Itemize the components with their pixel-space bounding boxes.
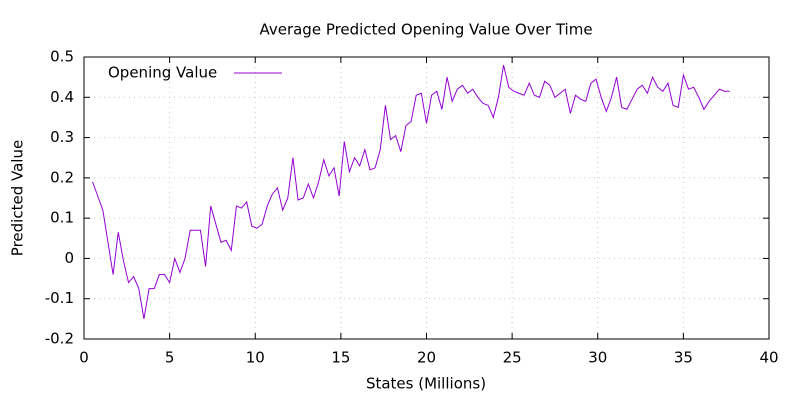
x-tick-label: 5 [165, 349, 175, 367]
y-tick-label: 0.5 [50, 48, 74, 66]
y-tick-label: 0.4 [50, 88, 74, 106]
y-axis-label: Predicted Value [9, 140, 27, 256]
chart-title: Average Predicted Opening Value Over Tim… [259, 21, 592, 39]
x-tick-label: 35 [674, 349, 693, 367]
x-tick-label: 40 [759, 349, 778, 367]
y-tick-label: 0.2 [50, 168, 74, 186]
x-tick-label: 15 [331, 349, 350, 367]
plot-frame [83, 56, 770, 340]
y-tick-label: -0.1 [45, 289, 74, 307]
y-tick-label: 0 [64, 249, 74, 267]
x-tick-label: 25 [503, 349, 522, 367]
y-tick-label: 0.3 [50, 128, 74, 146]
data-line [92, 64, 730, 319]
y-tick-label: 0.1 [50, 209, 74, 227]
x-tick-label: 20 [417, 349, 436, 367]
y-tick-label: -0.2 [45, 330, 74, 348]
x-tick-label: 30 [588, 349, 607, 367]
x-tick-label: 0 [79, 349, 89, 367]
x-axis-label: States (Millions) [366, 375, 486, 393]
x-tick-label: 10 [246, 349, 265, 367]
legend-label: Opening Value [108, 64, 217, 82]
